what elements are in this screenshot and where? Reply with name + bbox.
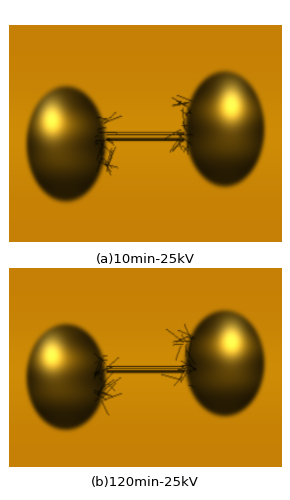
Text: (b)120min-25kV: (b)120min-25kV [91, 476, 199, 489]
Text: (a)10min-25kV: (a)10min-25kV [95, 254, 195, 266]
